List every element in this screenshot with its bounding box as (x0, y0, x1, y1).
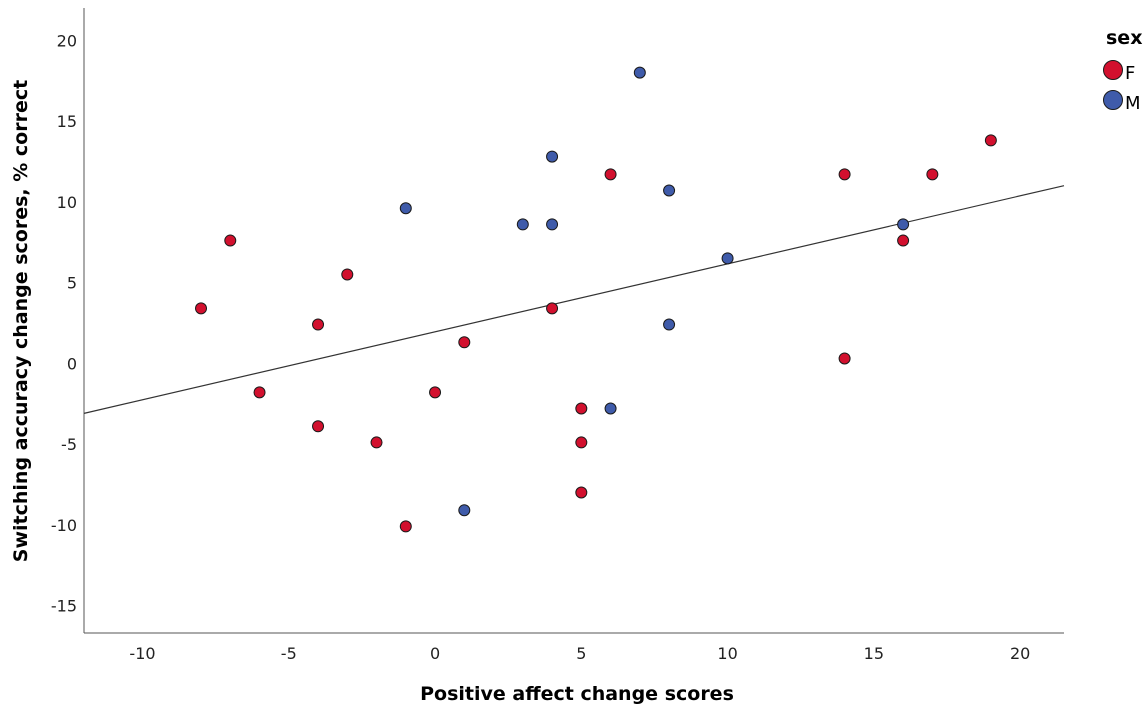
data-point-f (399, 520, 412, 533)
data-point-f (897, 234, 910, 247)
x-axis-ticks: -10 -5 0 5 10 15 20 (129, 644, 1030, 663)
y-axis-ticks: -15 -10 -5 0 5 10 15 20 (51, 31, 77, 615)
legend: sex FM (1103, 27, 1142, 114)
data-point-f (575, 486, 588, 499)
data-point-f (604, 168, 617, 181)
data-point-f (370, 436, 383, 449)
y-tick-label: -10 (51, 516, 77, 535)
data-point-f (458, 336, 471, 349)
data-point-m (458, 504, 471, 517)
legend-marker-m (1103, 90, 1123, 110)
legend-items: FM (1103, 60, 1141, 114)
x-tick-label: 5 (576, 644, 586, 663)
data-point-f (984, 134, 997, 147)
x-tick-label: 0 (430, 644, 440, 663)
data-point-f (341, 268, 354, 281)
legend-label-f: F (1125, 63, 1135, 84)
data-point-f (312, 318, 325, 331)
data-point-m (721, 252, 734, 265)
y-axis-title: Switching accuracy change scores, % corr… (10, 80, 32, 562)
data-point-m (897, 218, 910, 231)
data-point-m (399, 202, 412, 215)
y-tick-label: 20 (57, 31, 77, 50)
data-point-m (663, 318, 676, 331)
data-point-f (546, 302, 559, 315)
axes (83, 8, 1064, 634)
data-point-m (546, 218, 559, 231)
data-point-m (604, 402, 617, 415)
y-tick-label: 0 (67, 354, 77, 373)
x-axis-title: Positive affect change scores (420, 683, 734, 705)
data-point-f (838, 352, 851, 365)
data-point-f (575, 402, 588, 415)
data-points (195, 66, 997, 533)
y-tick-label: 15 (57, 112, 77, 131)
data-point-f (224, 234, 237, 247)
x-tick-label: -5 (281, 644, 297, 663)
x-tick-label: 20 (1010, 644, 1030, 663)
x-tick-label: -10 (129, 644, 155, 663)
legend-title: sex (1106, 27, 1142, 49)
data-point-f (253, 386, 266, 399)
y-tick-label: 10 (57, 193, 77, 212)
data-point-m (633, 66, 646, 79)
data-point-f (312, 420, 325, 433)
data-point-m (663, 184, 676, 197)
x-tick-label: 10 (717, 644, 737, 663)
y-tick-label: -15 (51, 597, 77, 616)
data-point-m (546, 150, 559, 163)
fit-line (83, 185, 1065, 414)
y-tick-label: -5 (61, 435, 77, 454)
data-point-f (195, 302, 208, 315)
data-point-f (926, 168, 939, 181)
data-point-m (516, 218, 529, 231)
data-point-f (575, 436, 588, 449)
data-point-f (429, 386, 442, 399)
legend-label-m: M (1125, 93, 1141, 114)
data-point-f (838, 168, 851, 181)
legend-marker-f (1103, 60, 1123, 80)
x-tick-label: 15 (864, 644, 884, 663)
y-tick-label: 5 (67, 274, 77, 293)
